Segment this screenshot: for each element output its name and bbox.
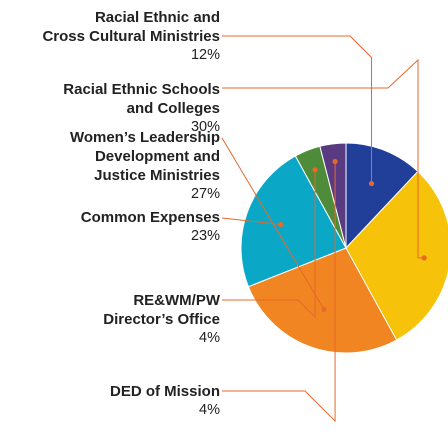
slice-label-percent: 30% xyxy=(190,119,220,135)
slice-label: Racial Ethnic and Cross Cultural Ministr… xyxy=(42,8,220,65)
slice-label-percent: 12% xyxy=(190,47,220,63)
slice-label: DED of Mission 4% xyxy=(110,382,220,420)
slice-label: Common Expenses 23% xyxy=(81,208,220,246)
callout-dot xyxy=(368,180,375,187)
slice-label-name: Common Expenses xyxy=(80,209,220,226)
callout-dot xyxy=(421,255,427,261)
slice-label: Racial Ethnic Schools and Colleges 30% xyxy=(63,80,220,137)
pie-slice xyxy=(240,155,347,288)
callout-dot xyxy=(332,158,338,165)
callout-dot xyxy=(312,167,318,173)
pie-slice xyxy=(247,247,398,354)
callout-line xyxy=(222,35,373,184)
slice-label: Women’s Leadership Development and Justi… xyxy=(70,128,220,204)
callout-dot xyxy=(278,221,284,228)
callout-line xyxy=(222,169,316,319)
slice-label-name: RE&WM/PW Director’s Office xyxy=(103,292,220,328)
slice-label: RE&WM/PW Director’s Office 4% xyxy=(103,291,220,348)
slice-label-percent: 23% xyxy=(190,228,220,244)
pie-slice xyxy=(345,142,419,250)
slice-label-name: Women’s Leadership Development and Justi… xyxy=(69,129,220,184)
callout-line xyxy=(222,58,425,259)
slice-label-name: Racial Ethnic Schools and Colleges xyxy=(63,81,220,117)
callout-dot xyxy=(321,306,327,312)
callout-line xyxy=(221,217,281,226)
pie-slice xyxy=(345,170,448,341)
slice-label-percent: 4% xyxy=(199,402,220,418)
slice-label-percent: 4% xyxy=(199,330,220,346)
slice-label-name: DED of Mission xyxy=(109,383,220,400)
callout-line xyxy=(222,161,336,423)
slice-label-name: Racial Ethnic and Cross Cultural Ministr… xyxy=(42,9,220,45)
pie-slice xyxy=(319,142,347,249)
slice-label-percent: 27% xyxy=(190,186,220,202)
